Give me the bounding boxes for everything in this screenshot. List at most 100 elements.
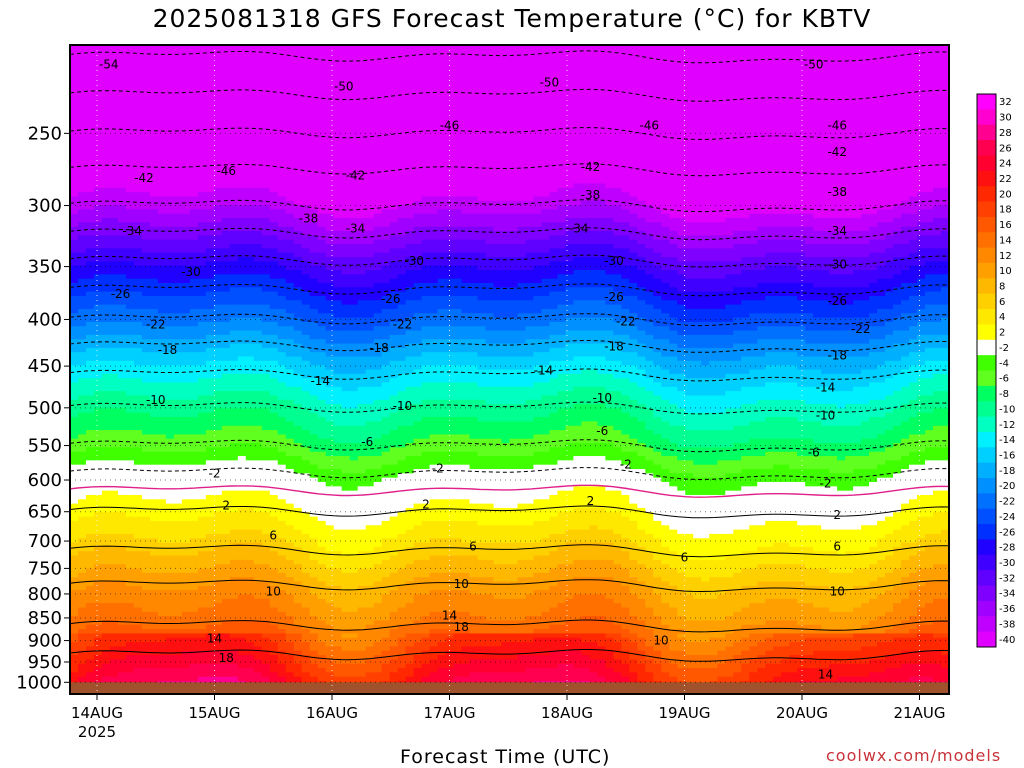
field-cell <box>205 161 215 167</box>
field-cell <box>133 637 143 643</box>
field-cell <box>165 417 175 423</box>
field-cell <box>293 53 303 59</box>
field-cell <box>149 213 159 219</box>
field-cell <box>261 179 271 185</box>
field-cell <box>301 239 311 245</box>
field-cell <box>141 109 151 115</box>
field-cell <box>277 57 287 63</box>
field-cell <box>253 101 263 107</box>
field-cell <box>141 430 151 435</box>
field-cell <box>93 196 103 202</box>
field-cell <box>117 66 127 72</box>
field-cell <box>133 170 143 176</box>
field-cell <box>125 105 135 111</box>
field-cell <box>125 546 135 552</box>
field-cell <box>165 559 175 565</box>
field-cell <box>173 607 183 613</box>
field-cell <box>293 404 303 410</box>
field-cell <box>173 581 183 587</box>
field-cell <box>85 616 95 622</box>
field-cell <box>109 386 119 392</box>
field-cell <box>285 187 295 193</box>
field-cell <box>213 646 223 652</box>
field-cell <box>245 252 255 258</box>
field-cell <box>85 127 95 133</box>
field-cell <box>229 481 239 487</box>
field-cell <box>229 183 239 189</box>
field-cell <box>85 62 95 68</box>
field-cell <box>261 153 271 159</box>
field-cell <box>309 278 319 284</box>
field-cell <box>181 499 191 505</box>
field-cell <box>149 581 159 587</box>
field-cell <box>237 257 247 262</box>
field-cell <box>269 269 279 275</box>
field-cell <box>261 187 271 193</box>
field-cell <box>101 585 111 591</box>
field-cell <box>77 533 87 539</box>
field-cell <box>133 365 143 371</box>
field-cell <box>269 577 279 583</box>
field-cell <box>181 542 191 548</box>
field-cell <box>269 499 279 505</box>
field-cell <box>277 88 287 94</box>
field-cell <box>309 494 319 500</box>
field-cell <box>261 287 271 293</box>
field-cell <box>109 196 119 202</box>
field-cell <box>277 352 287 358</box>
field-cell <box>125 330 135 336</box>
field-cell <box>85 122 95 128</box>
field-cell <box>85 209 95 215</box>
field-cell <box>245 347 255 353</box>
field-cell <box>309 122 319 128</box>
field-cell <box>197 386 207 392</box>
field-cell <box>245 425 255 431</box>
field-cell <box>117 118 127 124</box>
field-cell <box>269 57 279 63</box>
field-cell <box>277 278 287 284</box>
field-cell <box>157 269 167 275</box>
field-cell <box>197 118 207 124</box>
field-cell <box>277 79 287 85</box>
field-cell <box>173 494 183 500</box>
field-cell <box>261 650 271 656</box>
field-cell <box>229 581 239 587</box>
field-cell <box>333 187 343 193</box>
field-cell <box>70 118 79 124</box>
field-cell <box>261 672 271 678</box>
field-cell <box>261 581 271 587</box>
field-cell <box>325 620 335 626</box>
field-cell <box>117 321 127 327</box>
field-cell <box>221 326 231 332</box>
field-cell <box>277 529 287 535</box>
field-cell <box>325 399 335 405</box>
field-cell <box>301 516 311 522</box>
field-cell <box>85 105 95 111</box>
field-cell <box>285 464 295 470</box>
field-cell <box>333 231 343 236</box>
field-cell <box>205 248 215 254</box>
field-cell <box>157 45 167 50</box>
field-cell <box>301 443 311 448</box>
field-cell <box>309 616 319 622</box>
field-cell <box>285 75 295 81</box>
field-cell <box>317 611 327 617</box>
field-cell <box>109 650 119 656</box>
field-cell <box>77 525 87 531</box>
field-cell <box>229 244 239 249</box>
field-cell <box>70 339 79 345</box>
field-cell <box>205 404 215 410</box>
field-cell <box>77 386 87 392</box>
field-cell <box>221 105 231 111</box>
field-cell <box>181 430 191 435</box>
field-cell <box>117 451 127 457</box>
field-cell <box>141 642 151 648</box>
field-cell <box>309 83 319 89</box>
field-cell <box>70 231 79 236</box>
field-cell <box>261 460 271 466</box>
field-cell <box>237 330 247 336</box>
field-cell <box>221 672 231 678</box>
field-cell <box>261 533 271 539</box>
field-cell <box>269 663 279 669</box>
field-cell <box>149 45 159 50</box>
